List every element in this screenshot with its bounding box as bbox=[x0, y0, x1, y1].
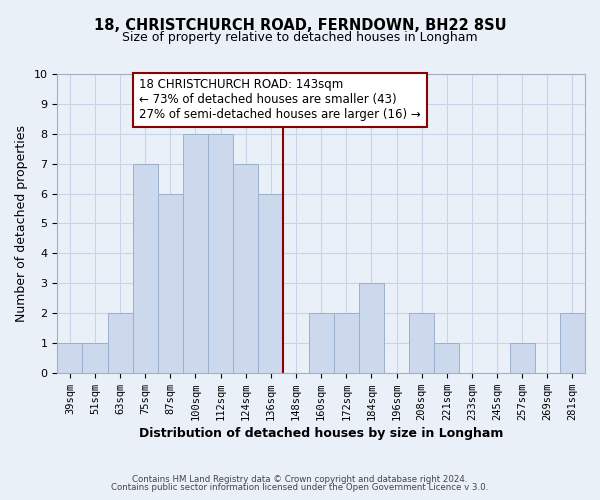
Bar bbox=[434, 343, 460, 373]
Text: Contains public sector information licensed under the Open Government Licence v : Contains public sector information licen… bbox=[112, 484, 488, 492]
Bar bbox=[560, 313, 585, 373]
Bar bbox=[334, 313, 359, 373]
Bar bbox=[107, 313, 133, 373]
Bar bbox=[133, 164, 158, 373]
Bar bbox=[409, 313, 434, 373]
X-axis label: Distribution of detached houses by size in Longham: Distribution of detached houses by size … bbox=[139, 427, 503, 440]
Text: 18 CHRISTCHURCH ROAD: 143sqm
← 73% of detached houses are smaller (43)
27% of se: 18 CHRISTCHURCH ROAD: 143sqm ← 73% of de… bbox=[139, 78, 421, 122]
Y-axis label: Number of detached properties: Number of detached properties bbox=[15, 125, 28, 322]
Bar bbox=[158, 194, 183, 373]
Bar bbox=[183, 134, 208, 373]
Bar bbox=[308, 313, 334, 373]
Bar bbox=[359, 283, 384, 373]
Text: 18, CHRISTCHURCH ROAD, FERNDOWN, BH22 8SU: 18, CHRISTCHURCH ROAD, FERNDOWN, BH22 8S… bbox=[94, 18, 506, 32]
Text: Size of property relative to detached houses in Longham: Size of property relative to detached ho… bbox=[122, 31, 478, 44]
Bar bbox=[509, 343, 535, 373]
Text: Contains HM Land Registry data © Crown copyright and database right 2024.: Contains HM Land Registry data © Crown c… bbox=[132, 475, 468, 484]
Bar bbox=[233, 164, 259, 373]
Bar bbox=[82, 343, 107, 373]
Bar bbox=[259, 194, 283, 373]
Bar bbox=[57, 343, 82, 373]
Bar bbox=[208, 134, 233, 373]
